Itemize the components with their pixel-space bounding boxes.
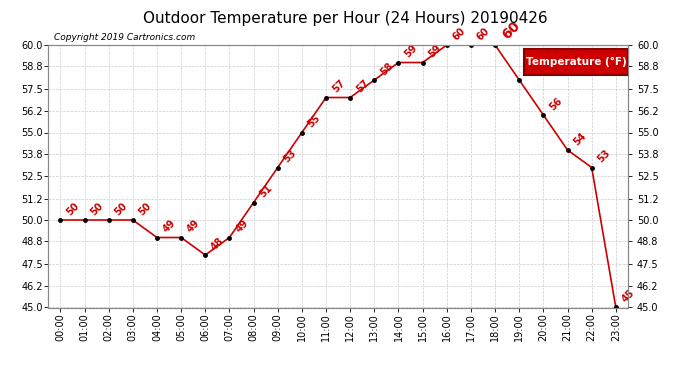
Text: 50: 50 (113, 201, 130, 217)
Text: 45: 45 (620, 288, 637, 305)
Text: 58: 58 (379, 60, 395, 77)
Text: 49: 49 (186, 218, 202, 235)
Text: Outdoor Temperature per Hour (24 Hours) 20190426: Outdoor Temperature per Hour (24 Hours) … (143, 11, 547, 26)
Text: 57: 57 (331, 78, 347, 95)
Text: Copyright 2019 Cartronics.com: Copyright 2019 Cartronics.com (54, 33, 195, 42)
Text: 50: 50 (89, 201, 106, 217)
Text: 50: 50 (65, 201, 81, 217)
Text: 59: 59 (403, 43, 420, 60)
Text: 60: 60 (500, 19, 523, 42)
Text: 54: 54 (572, 130, 589, 147)
Text: 59: 59 (427, 43, 444, 60)
Text: 60: 60 (475, 26, 492, 42)
Text: 49: 49 (161, 218, 178, 235)
Text: 55: 55 (306, 113, 323, 130)
Text: 56: 56 (548, 96, 564, 112)
Text: 60: 60 (451, 26, 468, 42)
Text: 53: 53 (596, 148, 613, 165)
Text: 58: 58 (524, 60, 540, 77)
Text: 49: 49 (234, 218, 250, 235)
Text: 53: 53 (282, 148, 299, 165)
Text: 50: 50 (137, 201, 154, 217)
Text: 51: 51 (258, 183, 275, 200)
Text: Temperature (°F): Temperature (°F) (526, 57, 627, 67)
Text: 48: 48 (210, 236, 226, 252)
Text: 57: 57 (355, 78, 371, 95)
